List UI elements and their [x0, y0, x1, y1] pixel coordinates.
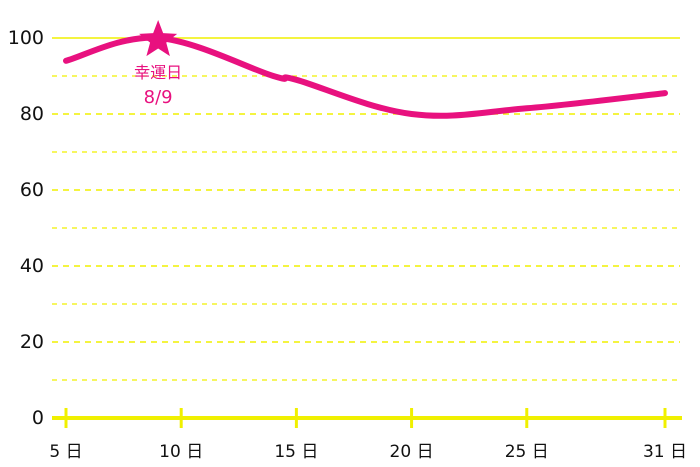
lucky-day-star-marker — [139, 20, 178, 57]
x-tick-label: 15 日 — [274, 442, 318, 462]
y-tick-label: 0 — [32, 407, 44, 429]
y-tick-label: 100 — [8, 27, 44, 49]
x-axis — [52, 408, 682, 428]
x-tick-label: 5 日 — [49, 442, 82, 462]
x-tick-label: 10 日 — [159, 442, 203, 462]
annotation: 幸運日 8/9 — [134, 20, 182, 108]
y-tick-label: 20 — [20, 331, 44, 353]
grid-lines — [52, 37, 680, 381]
y-tick-label: 80 — [20, 103, 44, 125]
x-tick-label: 31 日 — [643, 442, 687, 462]
x-axis-labels: 5 日 10 日 15 日 20 日 25 日 31 日 — [49, 442, 687, 462]
y-axis-labels: 0 20 40 60 80 100 — [8, 27, 44, 429]
lucky-day-label: 幸運日 — [134, 63, 182, 82]
lucky-day-date-label: 8/9 — [144, 87, 173, 108]
y-tick-label: 60 — [20, 179, 44, 201]
x-tick-label: 20 日 — [390, 442, 434, 462]
x-tick-label: 25 日 — [505, 442, 549, 462]
y-tick-label: 40 — [20, 255, 44, 277]
